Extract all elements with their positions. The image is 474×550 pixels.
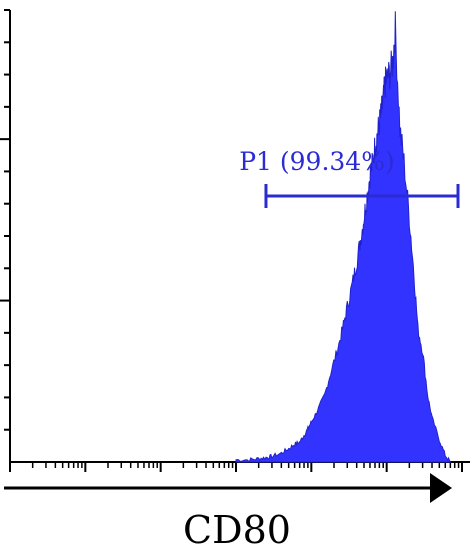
histogram-area (235, 11, 452, 463)
arrow-head-icon (430, 473, 452, 503)
x-axis-label: CD80 (183, 508, 291, 550)
y-axis (0, 9, 11, 462)
x-direction-arrow (4, 473, 452, 503)
gate-label: P1 (99.34%) (239, 147, 395, 176)
x-axis (9, 461, 470, 472)
gate-p1: P1 (99.34%) (239, 147, 460, 208)
